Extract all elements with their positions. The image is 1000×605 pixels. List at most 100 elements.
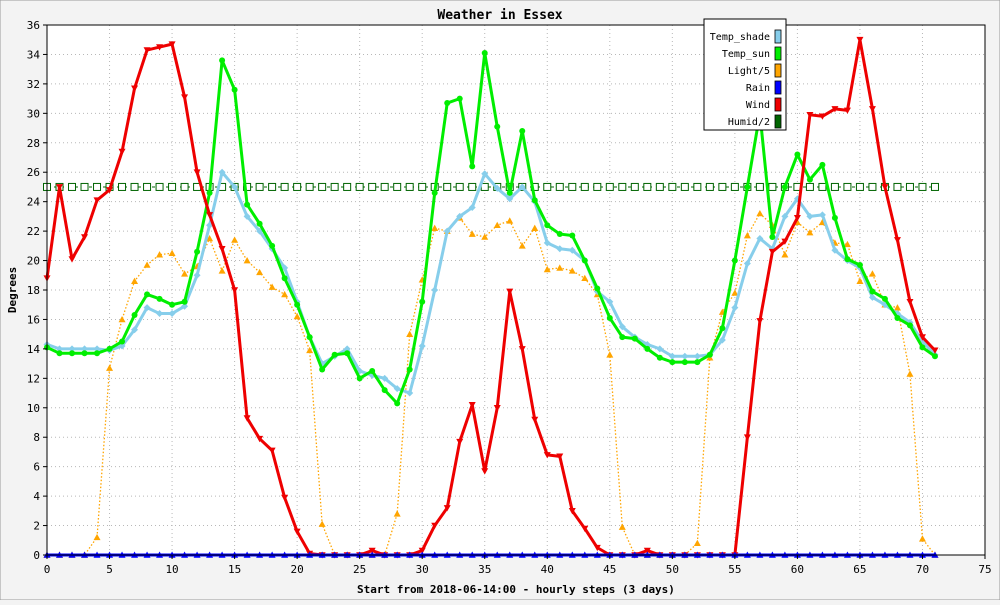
y-tick-label: 26 — [27, 166, 40, 179]
data-point-temp-sun — [394, 400, 401, 407]
y-tick-label: 30 — [27, 107, 40, 120]
data-point-humid-2 — [568, 182, 577, 191]
legend-swatch-humid-2 — [774, 114, 782, 129]
data-point-humid-2 — [843, 182, 852, 191]
data-point-temp-shade — [781, 212, 789, 220]
data-point-light-5 — [306, 346, 314, 354]
data-point-temp-sun — [681, 359, 688, 366]
data-point-temp-sun — [869, 288, 876, 295]
data-point-light-5 — [293, 313, 301, 320]
data-point-temp-shade — [418, 342, 426, 350]
data-point-temp-shade — [743, 260, 751, 267]
data-point-temp-sun — [594, 285, 601, 292]
data-point-temp-sun — [719, 325, 726, 332]
data-point-temp-shade — [606, 298, 614, 306]
data-point-wind — [843, 107, 851, 114]
data-point-humid-2 — [680, 182, 689, 191]
data-point-light-5 — [556, 264, 564, 271]
data-point-temp-sun — [81, 350, 88, 357]
legend-label-humid-2: Humid/2 — [728, 117, 770, 128]
data-point-temp-sun — [806, 176, 813, 183]
data-point-temp-sun — [131, 312, 138, 319]
data-point-temp-sun — [744, 183, 751, 190]
data-point-light-5 — [143, 261, 151, 268]
series-line-wind — [45, 38, 937, 557]
data-point-humid-2 — [905, 182, 914, 191]
data-point-temp-sun — [544, 222, 551, 229]
data-point-temp-sun — [706, 351, 713, 358]
data-point-light-5 — [181, 270, 189, 277]
data-point-temp-sun — [119, 338, 126, 345]
data-point-wind — [868, 106, 876, 113]
data-point-wind — [418, 547, 426, 555]
y-tick-label: 34 — [27, 48, 41, 61]
data-point-light-5 — [743, 232, 751, 239]
legend-swatch-rain — [774, 80, 782, 95]
data-point-light-5 — [131, 277, 139, 284]
data-point-temp-sun — [269, 242, 276, 249]
y-tick-label: 18 — [27, 284, 40, 297]
data-point-light-5 — [906, 370, 914, 377]
data-point-temp-shade — [818, 211, 826, 219]
data-point-humid-2 — [343, 182, 352, 191]
data-point-temp-shade — [806, 212, 814, 220]
series-wind — [43, 36, 939, 559]
data-point-wind — [643, 547, 651, 555]
data-point-wind — [218, 245, 226, 253]
data-point-wind — [156, 44, 164, 51]
data-point-humid-2 — [693, 182, 702, 191]
data-point-wind — [443, 505, 451, 512]
data-point-wind — [931, 347, 939, 354]
data-point-temp-sun — [644, 345, 651, 352]
data-point-temp-sun — [419, 298, 426, 305]
data-point-humid-2 — [805, 182, 814, 191]
data-point-temp-sun — [406, 366, 413, 373]
data-point-temp-sun — [219, 57, 226, 64]
data-point-humid-2 — [355, 182, 364, 191]
legend: Temp_shade Temp_sun Light/5 Rain Wind Humid/2 — [703, 18, 787, 131]
x-tick-label: 15 — [228, 563, 241, 576]
data-point-wind — [231, 287, 239, 294]
data-point-light-5 — [518, 242, 526, 249]
data-point-humid-2 — [868, 182, 877, 191]
data-point-light-5 — [218, 267, 226, 274]
data-point-temp-sun — [656, 354, 663, 361]
data-point-temp-sun — [256, 220, 263, 227]
data-point-light-5 — [606, 351, 614, 358]
data-point-wind — [456, 438, 464, 446]
data-point-temp-sun — [94, 350, 101, 357]
data-point-temp-shade — [693, 352, 701, 360]
data-point-temp-sun — [519, 128, 526, 134]
data-point-temp-sun — [244, 201, 251, 208]
y-tick-label: 6 — [33, 461, 40, 474]
data-point-wind — [206, 212, 214, 219]
data-point-temp-sun — [169, 301, 176, 308]
data-point-temp-sun — [781, 183, 788, 190]
data-point-temp-shade — [181, 302, 189, 310]
data-point-temp-shade — [731, 304, 739, 312]
data-point-temp-sun — [694, 359, 701, 366]
data-point-temp-shade — [443, 227, 451, 235]
data-point-temp-shade — [81, 345, 89, 353]
data-point-wind — [106, 187, 114, 194]
data-point-temp-sun — [931, 353, 938, 360]
data-point-light-5 — [568, 267, 576, 274]
data-point-temp-shade — [131, 326, 139, 334]
legend-label-light-5: Light/5 — [728, 66, 770, 77]
data-point-temp-shade — [556, 245, 564, 253]
data-point-temp-sun — [819, 161, 826, 168]
x-tick-label: 30 — [416, 563, 429, 576]
data-point-temp-sun — [444, 100, 451, 107]
data-point-humid-2 — [93, 182, 102, 191]
data-point-light-5 — [893, 304, 901, 311]
data-point-temp-sun — [906, 322, 913, 329]
data-point-wind — [918, 334, 926, 341]
data-point-humid-2 — [393, 182, 402, 191]
data-point-wind — [793, 215, 801, 222]
data-point-temp-sun — [919, 344, 926, 351]
data-point-temp-shade — [756, 234, 764, 242]
data-point-wind — [831, 106, 839, 113]
data-point-light-5 — [118, 315, 126, 323]
data-point-wind — [743, 434, 751, 441]
